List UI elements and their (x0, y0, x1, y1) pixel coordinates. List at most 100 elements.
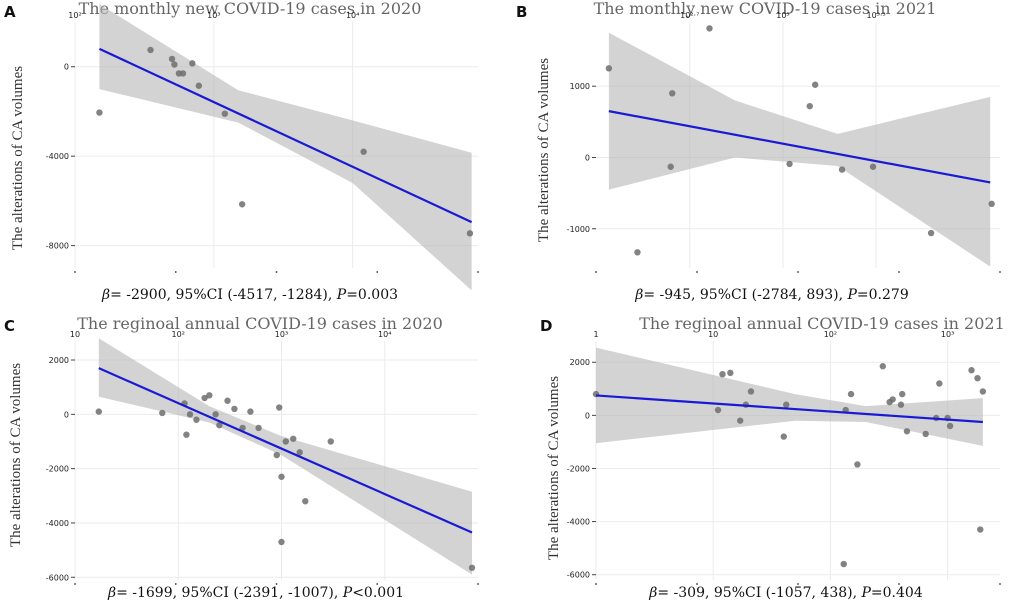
panel-b-data-point (634, 249, 641, 256)
panel-c-x-tick-label: 10 (70, 330, 80, 339)
panel-b-y-tick-label: 1000 (570, 82, 590, 91)
panel-c-data-point (302, 498, 309, 505)
panel-a-x-tick-label: 10³ (207, 11, 220, 20)
panel-b-x-tick-label: 10²·⁷ (680, 11, 699, 20)
panel-d-data-point (727, 369, 734, 377)
panel-b-y-tick-label: -1000 (567, 225, 590, 234)
panel-d-title: The reginoal annual COVID-19 cases in 20… (639, 314, 1005, 333)
panel-d-p-text: =0.404 (871, 585, 923, 601)
panel-d-data-point (847, 390, 855, 398)
panel-a-data-point (466, 230, 474, 237)
panel-b-data-point (811, 81, 819, 88)
panel-b-beta: β (634, 287, 643, 303)
panel-c-data-point (216, 421, 223, 429)
panel-b-data-point (605, 65, 613, 72)
panel-d-data-point (897, 401, 905, 408)
panel-b-axis-dot (595, 271, 597, 273)
panel-d-y-tick-label: 2000 (570, 358, 590, 367)
panel-d-data-point (780, 433, 787, 440)
panel-b: B The monthly new COVID-19 cases in 2021… (516, 0, 1001, 303)
panel-d-x-tick-label: 10² (824, 330, 837, 339)
panel-a-axis-dot (275, 271, 278, 273)
panel-a-data-point (360, 148, 367, 155)
panel-d-data-point (719, 370, 726, 378)
panel-c-data-point (239, 424, 246, 432)
panel-b-stat-text: = -945, 95%CI (-2784, 893), (643, 287, 847, 303)
panel-a-p: P (336, 287, 347, 303)
panel-c-data-point (159, 409, 166, 417)
panel-c-data-point (224, 397, 231, 404)
panel-c-data-point (183, 431, 190, 438)
panel-d-y-tick-label: -4000 (567, 518, 590, 527)
panel-d-data-point (840, 560, 847, 568)
panel-c-beta: β (107, 585, 116, 601)
panel-c-y-tick-label: -6000 (46, 573, 69, 582)
panel-d-data-point (747, 388, 755, 395)
panel-c-y-tick-label: 0 (64, 410, 69, 419)
panel-a-axis-dot (174, 271, 177, 273)
panel-c-data-point (273, 451, 280, 459)
panel-c-y-tick-label: -4000 (46, 519, 69, 528)
panel-d-data-point (946, 422, 954, 430)
panel-d-axis-dot (696, 583, 698, 585)
panel-d-beta: β (648, 585, 657, 601)
panel-d-x-tick-label: 10 (708, 330, 718, 339)
panel-c-p: P (342, 585, 353, 601)
panel-c-data-point (282, 438, 289, 445)
panel-c-axis-dot (74, 583, 76, 585)
panel-d-axis-dot (999, 583, 1001, 585)
panel-b-axis-dot (898, 271, 900, 273)
panel-d-y-tick-label: -6000 (567, 571, 590, 580)
panel-b-x-tick-label: 10³ (776, 11, 789, 20)
panel-d-ci-band (596, 347, 983, 446)
panel-d-data-point (879, 363, 887, 370)
panel-c-stat-text: = -1699, 95%CI (-2391, -1007), (116, 585, 343, 601)
panel-a-title: The monthly new COVID-19 cases in 2020 (79, 0, 422, 18)
panel-c-axis-dot (376, 583, 379, 585)
panel-b-stat: β= -945, 95%CI (-2784, 893), P=0.279 (634, 287, 908, 303)
panel-c-plot: 10 10² 10³ 10⁴ 2000 0 -2000 -4000 -6000 (46, 330, 479, 585)
panel-c-data-point (255, 424, 262, 432)
panel-a-data-point (171, 61, 178, 68)
panel-c-label: C (4, 317, 15, 335)
panel-a-p-text: =0.003 (346, 287, 398, 303)
panel-d-y-tick-label: -2000 (567, 464, 590, 473)
panel-c-data-point (278, 538, 285, 546)
panel-a-data-point (221, 110, 229, 117)
panel-c-data-point (468, 564, 476, 571)
panel-b-label: B (516, 3, 527, 21)
panel-c-data-point (290, 435, 297, 442)
panel-d-axis-dot (898, 583, 900, 585)
panel-c-data-point (276, 404, 283, 411)
panel-b-ylabel: The alterations of CA volumes (536, 58, 552, 242)
panel-b-x-tick-label: 10³·³ (867, 11, 886, 20)
panel-c-data-point (296, 449, 303, 456)
panel-c-x-tick-label: 10³ (275, 330, 288, 339)
panel-d-data-point (977, 526, 984, 533)
panel-b-data-point (988, 200, 995, 208)
panel-c-data-point (278, 473, 285, 480)
panel-a-data-point (189, 60, 196, 67)
panel-a-fit-line (98, 47, 473, 224)
panel-b-axis-dot (797, 271, 799, 273)
panel-d-y-tick-label: 0 (585, 411, 590, 420)
panel-a: A The monthly new COVID-19 cases in 2020… (4, 0, 479, 303)
panel-d-data-point (899, 390, 906, 398)
panel-a-data-point (147, 46, 154, 54)
panel-a-y-tick-label: -4000 (46, 152, 69, 161)
panel-a-x-tick-label: 10² (68, 11, 81, 20)
panel-b-plot: 10²·⁷ 10³ 10³·³ 1000 0 -1000 (567, 11, 1001, 273)
panel-b-fit-line (608, 110, 991, 184)
panel-a-plot: 10² 10³ 10⁴ 0 -4000 -8000 (46, 4, 479, 291)
panel-a-ylabel: The alterations of CA volumes (10, 66, 26, 250)
panel-b-data-point (669, 90, 676, 97)
panel-c-data-point (247, 408, 254, 415)
panel-a-label: A (4, 3, 16, 21)
panel-a-axis-dot (74, 271, 76, 273)
panel-d-fit-line (595, 394, 983, 424)
panel-b-axis-dot (696, 271, 698, 273)
panel-d-x-tick-label: 1 (593, 330, 598, 339)
panel-d-data-point (783, 401, 790, 408)
panel-d-data-point (922, 430, 929, 438)
panel-d-data-point (889, 396, 896, 403)
